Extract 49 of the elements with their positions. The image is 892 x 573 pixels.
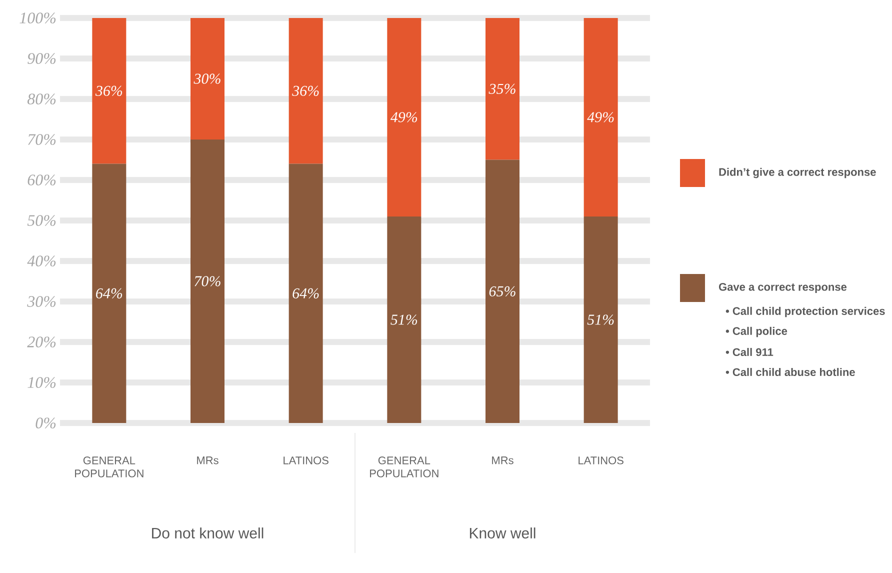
x-tick-label: MRs	[197, 456, 218, 464]
bar	[486, 18, 520, 160]
text: Didn’t give a correct response	[719, 168, 876, 178]
y-tick-label: 40%	[27, 256, 56, 266]
y-tick-label: 20%	[27, 336, 56, 348]
text: • Call 911	[726, 348, 774, 356]
bar	[486, 160, 520, 423]
data-label: 36%	[292, 86, 319, 96]
x-tick-label: GENERAL POPULATION	[370, 456, 438, 478]
x-tick-label: MRs	[492, 456, 514, 464]
text: Gave a correct response	[718, 283, 847, 293]
y-tick-label: 70%	[28, 134, 56, 145]
text: • Call child protection services	[726, 306, 885, 318]
data-label: 64%	[292, 288, 319, 298]
bar	[190, 18, 225, 140]
y-tick-label: 30%	[27, 296, 56, 307]
bar	[387, 216, 422, 423]
data-label: 65%	[489, 286, 516, 296]
data-label: 70%	[194, 276, 220, 286]
data-label: 64%	[96, 288, 122, 298]
y-tick-label: 60%	[28, 174, 56, 186]
text: • Call child abuse hotline	[726, 368, 855, 376]
x-tick-label: GENERAL POPULATION	[75, 456, 144, 478]
bar	[387, 18, 422, 216]
bar	[190, 139, 225, 423]
y-tick-label: 0%	[36, 418, 56, 428]
x-tick-label: LATINOS	[284, 456, 328, 464]
text: • Call police	[726, 326, 788, 338]
data-label: 35%	[488, 84, 516, 94]
data-label: 30%	[194, 74, 220, 84]
y-tick-label: 80%	[27, 94, 56, 104]
data-label: 51%	[390, 314, 418, 325]
bar	[584, 18, 618, 216]
bar	[584, 216, 618, 423]
y-tick-label: 100%	[20, 12, 56, 24]
x-tick-label: LATINOS	[578, 456, 624, 464]
bar	[288, 164, 323, 423]
data-label: 36%	[95, 86, 122, 96]
text: Do not know well	[152, 527, 264, 538]
bar	[288, 18, 323, 164]
data-label: 49%	[587, 112, 614, 122]
data-label: 51%	[587, 314, 614, 325]
data-label: 49%	[390, 112, 418, 122]
y-tick-label: 90%	[28, 53, 56, 64]
y-tick-label: 10%	[28, 377, 56, 388]
bar	[92, 18, 126, 164]
bar	[92, 164, 126, 423]
text: Know well	[470, 527, 536, 538]
y-tick-label: 50%	[27, 215, 56, 226]
